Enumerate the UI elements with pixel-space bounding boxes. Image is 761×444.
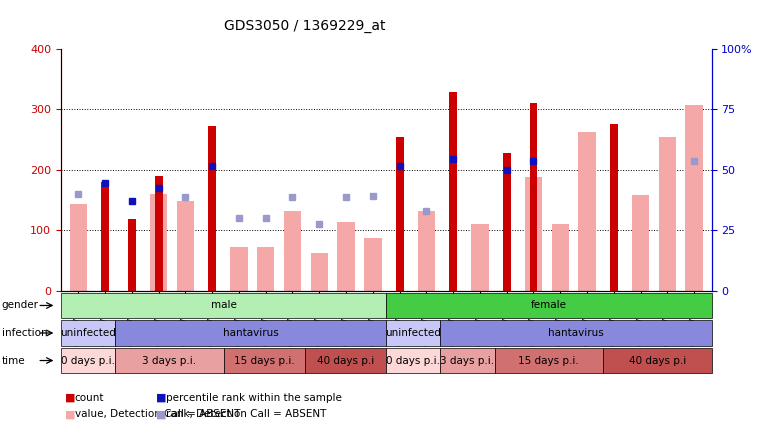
Bar <box>101 182 109 291</box>
Bar <box>150 194 167 291</box>
Text: time: time <box>2 356 25 365</box>
Bar <box>471 224 489 291</box>
Text: infection: infection <box>2 328 47 338</box>
Bar <box>257 247 275 291</box>
Bar <box>686 105 703 291</box>
Text: ■: ■ <box>65 409 75 419</box>
Text: GDS3050 / 1369229_at: GDS3050 / 1369229_at <box>224 19 385 33</box>
Text: 15 days p.i.: 15 days p.i. <box>234 356 295 365</box>
Bar <box>337 222 355 291</box>
Text: percentile rank within the sample: percentile rank within the sample <box>166 393 342 403</box>
Text: uninfected: uninfected <box>385 328 441 338</box>
Text: 40 days p.i: 40 days p.i <box>317 356 374 365</box>
Text: ■: ■ <box>156 393 167 403</box>
Bar <box>525 177 542 291</box>
Text: hantavirus: hantavirus <box>223 328 279 338</box>
Text: rank, Detection Call = ABSENT: rank, Detection Call = ABSENT <box>166 409 326 419</box>
Text: count: count <box>75 393 104 403</box>
Bar <box>503 153 511 291</box>
Text: male: male <box>211 301 237 310</box>
Text: hantavirus: hantavirus <box>548 328 604 338</box>
Text: female: female <box>531 301 567 310</box>
Text: 15 days p.i.: 15 days p.i. <box>518 356 579 365</box>
Bar <box>69 204 87 291</box>
Bar <box>530 103 537 291</box>
Bar <box>396 137 403 291</box>
Bar <box>659 137 676 291</box>
Text: value, Detection Call = ABSENT: value, Detection Call = ABSENT <box>75 409 240 419</box>
Text: 3 days p.i.: 3 days p.i. <box>142 356 196 365</box>
Text: 0 days p.i.: 0 days p.i. <box>387 356 441 365</box>
Bar <box>154 176 163 291</box>
Bar <box>610 124 618 291</box>
Bar <box>284 211 301 291</box>
Text: 40 days p.i: 40 days p.i <box>629 356 686 365</box>
Text: ■: ■ <box>65 393 75 403</box>
Bar <box>364 238 381 291</box>
Bar <box>177 201 194 291</box>
Text: ■: ■ <box>156 409 167 419</box>
Text: 3 days p.i.: 3 days p.i. <box>441 356 495 365</box>
Bar <box>209 126 216 291</box>
Bar <box>552 224 569 291</box>
Text: gender: gender <box>2 301 39 310</box>
Bar <box>418 211 435 291</box>
Bar <box>231 247 247 291</box>
Bar <box>449 92 457 291</box>
Bar <box>632 195 649 291</box>
Bar <box>128 219 135 291</box>
Bar <box>578 132 596 291</box>
Text: 0 days p.i.: 0 days p.i. <box>61 356 115 365</box>
Bar <box>310 254 328 291</box>
Text: uninfected: uninfected <box>60 328 116 338</box>
